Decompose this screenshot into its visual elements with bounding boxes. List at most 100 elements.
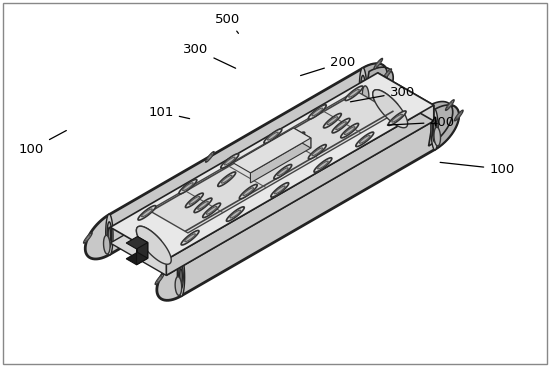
Polygon shape bbox=[388, 111, 406, 126]
Polygon shape bbox=[376, 61, 381, 67]
Polygon shape bbox=[271, 183, 289, 197]
Polygon shape bbox=[107, 222, 112, 247]
Polygon shape bbox=[362, 86, 369, 105]
Polygon shape bbox=[392, 114, 403, 122]
Polygon shape bbox=[230, 210, 241, 218]
Polygon shape bbox=[336, 122, 346, 130]
Polygon shape bbox=[85, 235, 90, 241]
Polygon shape bbox=[345, 86, 363, 101]
Polygon shape bbox=[290, 135, 301, 143]
Polygon shape bbox=[136, 226, 171, 264]
Text: 100: 100 bbox=[440, 162, 514, 175]
Polygon shape bbox=[180, 269, 182, 283]
Polygon shape bbox=[428, 102, 459, 149]
Polygon shape bbox=[292, 181, 304, 190]
Polygon shape bbox=[373, 90, 398, 113]
Polygon shape bbox=[126, 252, 148, 265]
Polygon shape bbox=[141, 209, 152, 217]
Polygon shape bbox=[309, 105, 326, 119]
Polygon shape bbox=[359, 135, 370, 143]
Text: 300: 300 bbox=[183, 43, 235, 68]
Polygon shape bbox=[374, 58, 383, 69]
Polygon shape bbox=[206, 206, 217, 214]
Polygon shape bbox=[203, 203, 221, 218]
Polygon shape bbox=[456, 112, 461, 119]
Polygon shape bbox=[349, 89, 359, 97]
Polygon shape bbox=[106, 214, 113, 255]
Polygon shape bbox=[432, 117, 437, 142]
Polygon shape bbox=[239, 184, 257, 199]
Polygon shape bbox=[317, 161, 328, 169]
Polygon shape bbox=[179, 179, 197, 194]
Text: 200: 200 bbox=[300, 56, 355, 76]
Polygon shape bbox=[252, 152, 270, 167]
Polygon shape bbox=[206, 152, 214, 162]
Polygon shape bbox=[136, 243, 148, 265]
Polygon shape bbox=[138, 206, 156, 220]
Text: 101: 101 bbox=[148, 106, 190, 119]
Polygon shape bbox=[155, 274, 164, 284]
Polygon shape bbox=[183, 183, 193, 190]
Polygon shape bbox=[312, 148, 323, 156]
Polygon shape bbox=[314, 158, 332, 172]
Polygon shape bbox=[110, 88, 434, 275]
Polygon shape bbox=[373, 90, 408, 128]
Polygon shape bbox=[279, 195, 284, 201]
Polygon shape bbox=[227, 207, 244, 221]
Polygon shape bbox=[309, 145, 326, 159]
Polygon shape bbox=[378, 73, 434, 121]
Polygon shape bbox=[277, 193, 286, 204]
Polygon shape bbox=[250, 138, 311, 183]
Polygon shape bbox=[294, 128, 311, 148]
Polygon shape bbox=[240, 183, 304, 220]
Polygon shape bbox=[84, 233, 92, 243]
Polygon shape bbox=[181, 230, 199, 245]
Polygon shape bbox=[136, 226, 161, 250]
Polygon shape bbox=[446, 100, 454, 110]
Polygon shape bbox=[363, 64, 393, 112]
Polygon shape bbox=[384, 71, 390, 77]
Polygon shape bbox=[149, 91, 395, 233]
Polygon shape bbox=[85, 64, 387, 259]
Text: 400: 400 bbox=[387, 116, 454, 129]
Polygon shape bbox=[340, 123, 359, 138]
Polygon shape bbox=[274, 186, 285, 194]
Polygon shape bbox=[344, 127, 355, 135]
Polygon shape bbox=[323, 113, 342, 128]
Polygon shape bbox=[126, 236, 148, 249]
Polygon shape bbox=[157, 105, 459, 300]
Text: 500: 500 bbox=[215, 13, 240, 33]
Polygon shape bbox=[110, 73, 434, 259]
Polygon shape bbox=[103, 235, 110, 254]
Polygon shape bbox=[138, 236, 148, 258]
Polygon shape bbox=[166, 105, 434, 275]
Polygon shape bbox=[267, 132, 278, 140]
Polygon shape bbox=[431, 109, 438, 150]
Polygon shape bbox=[185, 234, 195, 241]
Polygon shape bbox=[362, 81, 364, 95]
Polygon shape bbox=[157, 276, 162, 282]
Text: 300: 300 bbox=[350, 86, 415, 102]
Polygon shape bbox=[218, 172, 235, 186]
Polygon shape bbox=[221, 175, 232, 183]
Polygon shape bbox=[108, 228, 111, 242]
Polygon shape bbox=[287, 132, 305, 146]
Polygon shape bbox=[221, 154, 239, 168]
Polygon shape bbox=[383, 69, 392, 80]
Polygon shape bbox=[264, 129, 282, 143]
Polygon shape bbox=[256, 155, 267, 163]
Polygon shape bbox=[454, 110, 463, 121]
Polygon shape bbox=[434, 127, 441, 146]
Text: 100: 100 bbox=[19, 131, 67, 156]
Polygon shape bbox=[356, 132, 373, 146]
Polygon shape bbox=[274, 164, 292, 179]
Polygon shape bbox=[433, 122, 436, 137]
Polygon shape bbox=[175, 277, 182, 295]
Polygon shape bbox=[185, 193, 204, 208]
Polygon shape bbox=[243, 188, 254, 196]
Polygon shape bbox=[179, 263, 183, 288]
Polygon shape bbox=[252, 188, 304, 220]
Polygon shape bbox=[277, 168, 288, 176]
Polygon shape bbox=[194, 198, 212, 212]
Polygon shape bbox=[361, 75, 365, 101]
